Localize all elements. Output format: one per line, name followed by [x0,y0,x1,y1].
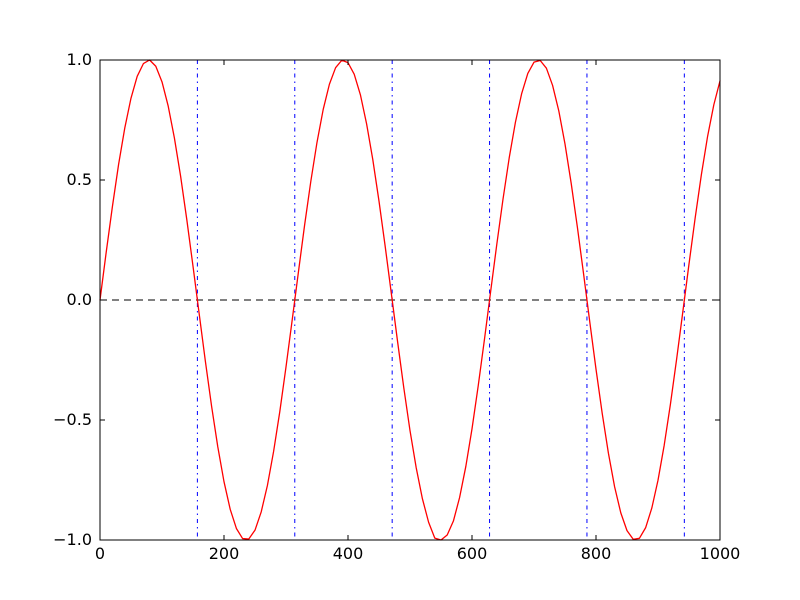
y-tick-label: −1.0 [53,530,92,549]
x-tick-label: 600 [457,544,488,563]
x-tick-label: 1000 [700,544,741,563]
x-tick-label: 800 [581,544,612,563]
x-tick-label: 0 [95,544,105,563]
y-tick-label: −0.5 [53,410,92,429]
axes-background [100,60,720,540]
y-tick-label: 1.0 [67,50,92,69]
y-tick-label: 0.0 [67,290,92,309]
y-tick-label: 0.5 [67,170,92,189]
sine-wave-curve [99,59,721,541]
x-tick-label: 400 [333,544,364,563]
x-tick-label: 200 [209,544,240,563]
